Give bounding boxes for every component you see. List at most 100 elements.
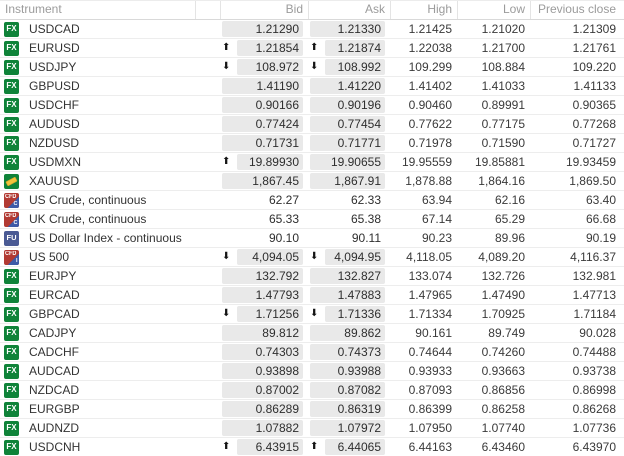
instrument-row[interactable]: CFD C UK Crude, continuous 65.33 65.38 67… — [0, 210, 624, 229]
bid-price[interactable]: 89.812 — [222, 325, 303, 341]
bid-cell: 1.21290 — [220, 20, 308, 38]
ask-price[interactable]: 0.90196 — [310, 97, 385, 113]
instrument-cell: FX CADJPY — [0, 324, 195, 342]
bid-price[interactable]: 108.972 — [237, 59, 303, 75]
instrument-row[interactable]: CFD C US Crude, continuous 62.27 62.33 63… — [0, 191, 624, 210]
instrument-row[interactable]: FX USDJPY ⬇ 108.972 ⬇ 108.992 109.299 10… — [0, 58, 624, 77]
instrument-row[interactable]: FX NZDUSD 0.71731 0.71771 0.71978 0.7159… — [0, 134, 624, 153]
ask-price[interactable]: 0.87082 — [310, 382, 385, 398]
bid-cell: ⬆ 1.21854 — [220, 39, 308, 57]
bid-price[interactable]: 0.86289 — [222, 401, 303, 417]
bid-price[interactable]: 90.10 — [268, 231, 299, 245]
instrument-row[interactable]: FX EURUSD ⬆ 1.21854 ⬆ 1.21874 1.22038 1.… — [0, 39, 624, 58]
bid-cell: ⬇ 4,094.05 — [220, 248, 308, 266]
bid-price[interactable]: 0.87002 — [222, 382, 303, 398]
bid-price[interactable]: 1.41190 — [222, 78, 303, 94]
bid-price[interactable]: 1.71256 — [237, 306, 303, 322]
ask-price[interactable]: 62.33 — [350, 193, 381, 207]
instrument-row[interactable]: FX AUDUSD 0.77424 0.77454 0.77622 0.7717… — [0, 115, 624, 134]
instrument-row[interactable]: FX USDCAD 1.21290 1.21330 1.21425 1.2102… — [0, 20, 624, 39]
ask-price[interactable]: 1.41220 — [310, 78, 385, 94]
instrument-row[interactable]: XAUUSD 1,867.45 1,867.91 1,878.88 1,864.… — [0, 172, 624, 191]
bid-price[interactable]: 65.33 — [268, 212, 299, 226]
bid-price[interactable]: 132.792 — [222, 268, 303, 284]
ask-price[interactable]: 19.90655 — [310, 154, 385, 170]
low-cell: 1.70925 — [457, 305, 530, 323]
fx-badge-icon: FX — [4, 154, 19, 170]
ask-price[interactable]: 0.77454 — [310, 116, 385, 132]
prev-close-price: 0.71727 — [572, 136, 616, 150]
ask-price[interactable]: 132.827 — [310, 268, 385, 284]
instrument-row[interactable]: FX USDCNH ⬆ 6.43915 ⬆ 6.44065 6.44163 6.… — [0, 438, 624, 456]
ask-price[interactable]: 4,094.95 — [325, 249, 385, 265]
ask-price[interactable]: 0.93988 — [310, 363, 385, 379]
prev-close-cell: 0.86998 — [530, 381, 624, 399]
low-price: 132.726 — [481, 269, 525, 283]
ask-cell: 0.93988 — [308, 362, 390, 380]
ask-price[interactable]: 1.47883 — [310, 287, 385, 303]
instrument-row[interactable]: FX CADJPY 89.812 89.862 90.161 89.749 90… — [0, 324, 624, 343]
instrument-row[interactable]: FX AUDCAD 0.93898 0.93988 0.93933 0.9366… — [0, 362, 624, 381]
bid-price[interactable]: 6.43915 — [237, 439, 303, 455]
instrument-cell: FX USDJPY — [0, 58, 195, 76]
bid-price[interactable]: 62.27 — [268, 193, 299, 207]
instrument-row[interactable]: FX EURGBP 0.86289 0.86319 0.86399 0.8625… — [0, 400, 624, 419]
instrument-cell: CFD C UK Crude, continuous — [0, 210, 195, 228]
bid-price[interactable]: 4,094.05 — [237, 249, 303, 265]
instrument-row[interactable]: FX GBPUSD 1.41190 1.41220 1.41402 1.4103… — [0, 77, 624, 96]
column-header-previous-close[interactable]: Previous close — [530, 1, 624, 19]
bid-price[interactable]: 1.07882 — [222, 420, 303, 436]
ask-price[interactable]: 90.11 — [351, 231, 381, 245]
prev-close-cell: 0.77268 — [530, 115, 624, 133]
ask-price[interactable]: 0.86319 — [310, 401, 385, 417]
ask-price[interactable]: 89.862 — [310, 325, 385, 341]
column-header-high[interactable]: High — [390, 1, 457, 19]
instrument-cell: FX NZDUSD — [0, 134, 195, 152]
prev-close-price: 19.93459 — [565, 155, 616, 169]
bid-price[interactable]: 1.21290 — [222, 21, 303, 37]
instrument-row[interactable]: FX CADCHF 0.74303 0.74373 0.74644 0.7426… — [0, 343, 624, 362]
ask-price[interactable]: 0.74373 — [310, 344, 385, 360]
bid-price[interactable]: 1,867.45 — [222, 173, 303, 189]
ask-price[interactable]: 1.21874 — [325, 40, 385, 56]
prev-close-price: 90.028 — [579, 326, 616, 340]
instrument-row[interactable]: FU US Dollar Index - continuous 90.10 90… — [0, 229, 624, 248]
ask-price[interactable]: 6.44065 — [325, 439, 385, 455]
instrument-row[interactable]: FX USDMXN ⬆ 19.89930 19.90655 19.95559 1… — [0, 153, 624, 172]
price-up-arrow-icon: ⬆ — [310, 42, 319, 53]
ask-price[interactable]: 0.71771 — [310, 135, 385, 151]
ask-cell: 0.90196 — [308, 96, 390, 114]
bid-price[interactable]: 0.77424 — [222, 116, 303, 132]
bid-price[interactable]: 0.93898 — [222, 363, 303, 379]
spacer-cell — [195, 324, 220, 342]
column-header-bid[interactable]: Bid — [220, 1, 308, 19]
instrument-row[interactable]: FX EURJPY 132.792 132.827 133.074 132.72… — [0, 267, 624, 286]
spacer-cell — [195, 77, 220, 95]
high-cell: 1.41402 — [390, 77, 457, 95]
column-header-ask[interactable]: Ask — [308, 1, 390, 19]
prev-close-cell: 1.21761 — [530, 39, 624, 57]
column-header-instrument[interactable]: Instrument — [5, 2, 62, 16]
bid-price[interactable]: 0.74303 — [222, 344, 303, 360]
bid-price[interactable]: 1.21854 — [237, 40, 303, 56]
ask-price[interactable]: 108.992 — [325, 59, 385, 75]
low-price: 0.93663 — [481, 364, 525, 378]
ask-price[interactable]: 1.71336 — [325, 306, 385, 322]
bid-price[interactable]: 1.47793 — [222, 287, 303, 303]
bid-price[interactable]: 0.90166 — [222, 97, 303, 113]
instrument-row[interactable]: FX USDCHF 0.90166 0.90196 0.90460 0.8999… — [0, 96, 624, 115]
ask-price[interactable]: 1.07972 — [310, 420, 385, 436]
ask-price[interactable]: 65.38 — [350, 212, 381, 226]
ask-price[interactable]: 1,867.91 — [310, 173, 385, 189]
ask-price[interactable]: 1.21330 — [310, 21, 385, 37]
high-price: 63.94 — [421, 193, 452, 207]
instrument-row[interactable]: FX GBPCAD ⬇ 1.71256 ⬇ 1.71336 1.71334 1.… — [0, 305, 624, 324]
bid-price[interactable]: 0.71731 — [222, 135, 303, 151]
prev-close-price: 0.77268 — [572, 117, 616, 131]
instrument-row[interactable]: CFD I US 500 ⬇ 4,094.05 ⬇ 4,094.95 4,118.… — [0, 248, 624, 267]
instrument-row[interactable]: FX NZDCAD 0.87002 0.87082 0.87093 0.8685… — [0, 381, 624, 400]
instrument-row[interactable]: FX AUDNZD 1.07882 1.07972 1.07950 1.0774… — [0, 419, 624, 438]
column-header-low[interactable]: Low — [457, 1, 530, 19]
instrument-row[interactable]: FX EURCAD 1.47793 1.47883 1.47965 1.4749… — [0, 286, 624, 305]
bid-price[interactable]: 19.89930 — [237, 154, 303, 170]
